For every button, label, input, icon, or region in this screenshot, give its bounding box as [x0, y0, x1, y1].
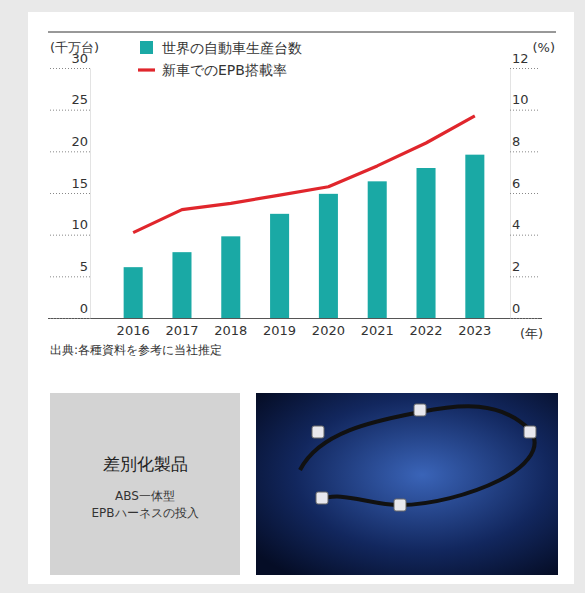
bar — [221, 236, 240, 318]
x-axis-title: (年) — [520, 326, 543, 341]
x-tick: 2016 — [117, 323, 150, 338]
y2-tick-mark — [510, 151, 540, 152]
y-tick-mark — [50, 151, 90, 152]
harness-cable — [300, 406, 535, 505]
y-tick-mark — [50, 276, 90, 277]
y-tick: 10 — [50, 217, 90, 235]
y-axis-line — [90, 69, 91, 319]
harness-clip — [524, 426, 536, 438]
y2-tick-label: 4 — [512, 217, 520, 232]
legend-swatch — [140, 41, 153, 54]
y-tick-label: 10 — [71, 217, 88, 232]
y-tick-mark — [50, 68, 90, 69]
x-axis: 2016 2017 2018 2019 2020 2021 2022 2023 — [110, 319, 500, 339]
legend: 世界の自動車生産台数新車でのEPB搭載率 — [138, 40, 302, 78]
y-tick: 15 — [50, 176, 90, 194]
y-tick-label: 15 — [71, 176, 88, 191]
x-tick-label: 2021 — [361, 323, 394, 338]
y2-tick-label: 10 — [512, 92, 529, 107]
bar — [270, 214, 289, 318]
y2-axis-title: (%) — [533, 40, 556, 55]
line — [133, 116, 475, 233]
y2-tick-mark — [510, 235, 540, 236]
y-tick-label: 5 — [80, 259, 88, 274]
bar — [368, 181, 387, 318]
y-axis: 051015202530 — [50, 51, 91, 319]
y2-tick-mark — [510, 110, 540, 111]
product-photo — [256, 393, 558, 575]
y2-axis: 0 2 4 6 8 10 12 — [510, 51, 540, 319]
legend-swatch — [138, 68, 155, 71]
x-tick: 2018 — [214, 323, 247, 338]
y-tick-label: 0 — [80, 301, 88, 316]
harness-clip — [394, 499, 406, 511]
x-tick: 2021 — [361, 323, 394, 338]
feature-title: 差別化製品 — [103, 454, 188, 474]
x-tick: 2019 — [263, 323, 296, 338]
source-note: 出典:各種資料を参考に当社推定 — [50, 343, 222, 357]
x-tick-label: 2022 — [409, 323, 442, 338]
y2-tick-mark — [510, 276, 540, 277]
y-tick-mark — [50, 318, 90, 319]
x-tick-label: 2023 — [458, 323, 491, 338]
x-tick: 2022 — [409, 323, 442, 338]
x-tick-label: 2018 — [214, 323, 247, 338]
legend-label: 新車でのEPB搭載率 — [162, 62, 287, 78]
chart-page: 0510152025300246810122016201720182019202… — [0, 0, 585, 593]
harness-clip — [316, 492, 328, 504]
y2-tick: 6 — [510, 176, 540, 194]
y2-tick: 10 — [510, 92, 540, 110]
x-tick-label: 2017 — [165, 323, 198, 338]
harness-clip — [414, 404, 426, 416]
legend-item: 世界の自動車生産台数 — [140, 40, 302, 56]
y-tick-mark — [50, 235, 90, 236]
y2-tick: 4 — [510, 217, 540, 235]
bar — [124, 267, 143, 318]
bar — [417, 168, 436, 318]
feature-box — [50, 393, 240, 575]
bar — [172, 252, 191, 318]
x-tick: 2017 — [165, 323, 198, 338]
legend-label: 世界の自動車生産台数 — [162, 40, 302, 56]
x-tick-label: 2020 — [312, 323, 345, 338]
y-tick: 0 — [50, 301, 90, 319]
y2-tick-label: 0 — [512, 301, 520, 316]
y-tick: 20 — [50, 134, 90, 152]
feature-line: ABS一体型 — [115, 489, 175, 503]
baseline — [48, 318, 542, 319]
y2-tick-label: 6 — [512, 176, 520, 191]
panel-background — [28, 12, 574, 584]
x-axis-line — [110, 318, 500, 319]
y2-tick: 0 — [510, 301, 540, 319]
harness-clip — [312, 426, 324, 438]
y2-tick-mark — [510, 193, 540, 194]
y-tick-mark — [50, 193, 90, 194]
y2-tick: 2 — [510, 259, 540, 277]
bar — [465, 155, 484, 318]
x-tick: 2023 — [458, 323, 491, 338]
y-tick-label: 20 — [71, 134, 88, 149]
plot-marks — [124, 116, 485, 318]
legend-item: 新車でのEPB搭載率 — [138, 62, 287, 78]
feature-line: EPBハーネスの投入 — [91, 506, 198, 520]
x-tick: 2020 — [312, 323, 345, 338]
x-tick-label: 2019 — [263, 323, 296, 338]
bar — [319, 194, 338, 318]
y2-tick: 8 — [510, 134, 540, 152]
y-tick-label: 25 — [71, 92, 88, 107]
top-rule — [48, 32, 556, 33]
y-axis-title: (千万台) — [50, 40, 99, 55]
y2-tick-label: 8 — [512, 134, 520, 149]
y2-tick-label: 2 — [512, 259, 520, 274]
y2-tick-mark — [510, 68, 540, 69]
y-tick: 5 — [50, 259, 90, 277]
y-tick-mark — [50, 110, 90, 111]
y-tick: 25 — [50, 92, 90, 110]
y2-tick-label: 12 — [512, 51, 529, 66]
x-tick-label: 2016 — [117, 323, 150, 338]
y2-tick-mark — [510, 318, 540, 319]
